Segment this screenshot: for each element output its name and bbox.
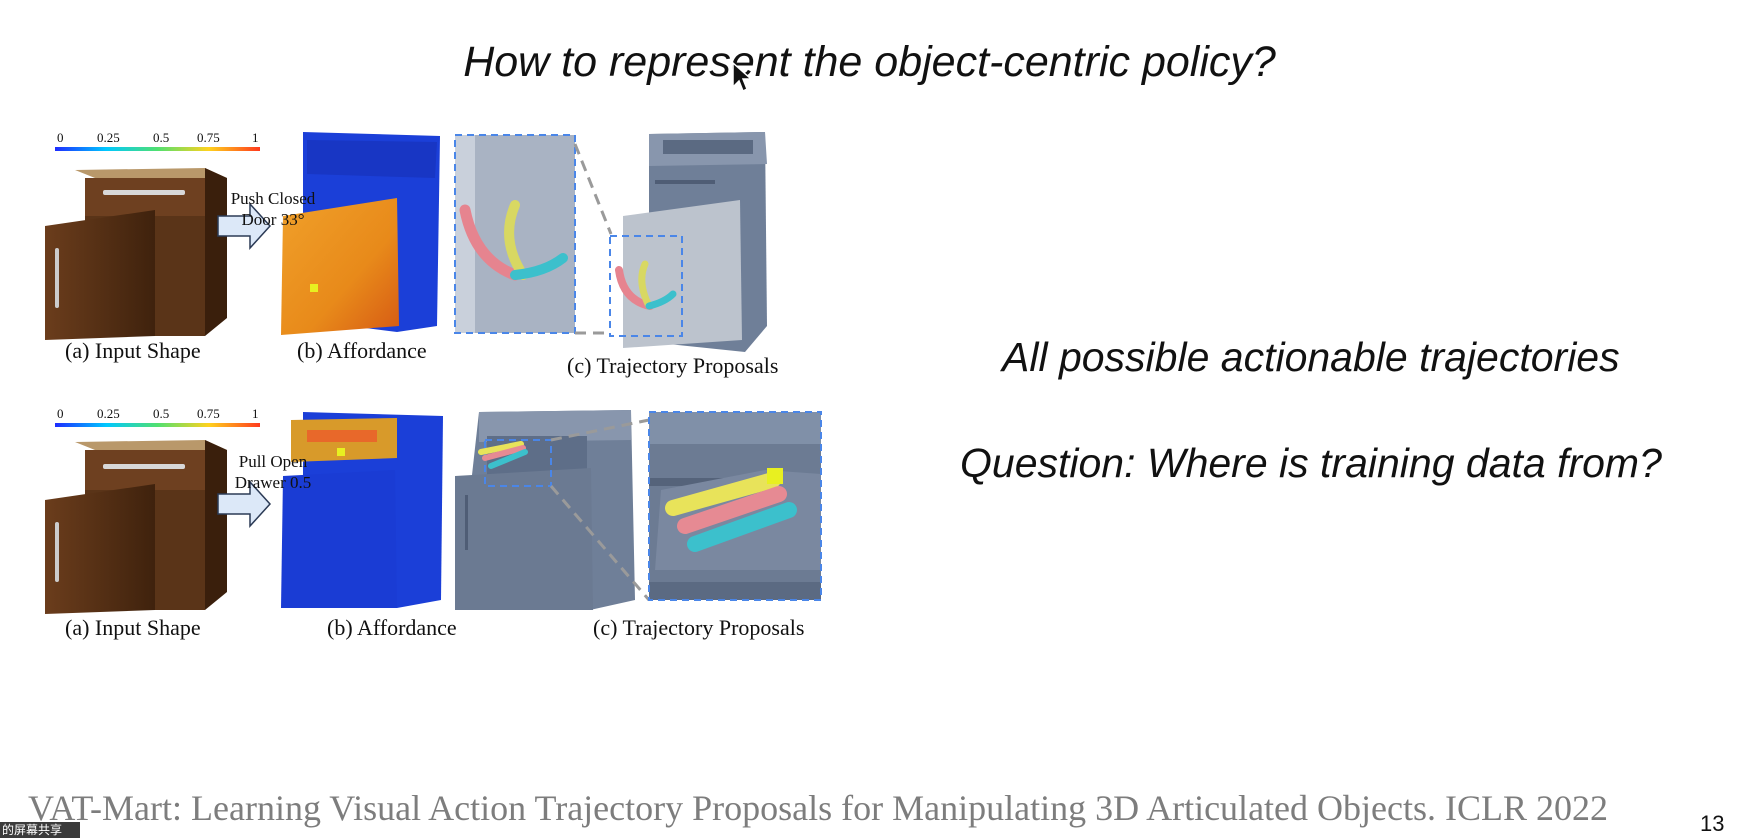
action-label-line: Pull Open	[238, 452, 308, 471]
colorbar-tick: 0	[57, 130, 64, 145]
arrow-right-icon	[217, 480, 272, 528]
colorbar	[55, 147, 260, 151]
colorbar-tick: 0.25	[97, 130, 120, 145]
figure-illustration	[45, 132, 822, 614]
trajectory-closeup-drawer	[648, 411, 822, 601]
arrow-right-icon	[217, 202, 272, 250]
affordance-map-door	[281, 132, 440, 335]
colorbar-tick: 1	[252, 130, 259, 145]
action-label-push-door: Push Closed Door 33°	[225, 188, 321, 230]
colorbar-tick: 0.5	[153, 406, 170, 421]
colorbar-tick: 0.5	[153, 130, 170, 145]
mouse-pointer-icon	[732, 61, 753, 93]
caption-input-shape: (a) Input Shape	[65, 615, 201, 640]
page-number: 13	[1700, 811, 1725, 836]
trajectory-closeup-door	[454, 134, 576, 334]
slide-title: How to represent the object-centric poli…	[463, 38, 1276, 86]
colorbar-tick: 0	[57, 406, 64, 421]
colorbar-tick: 0.25	[97, 406, 120, 421]
side-text-question: Question: Where is training data from?	[960, 440, 1662, 486]
caption-trajectory-proposals: (c) Trajectory Proposals	[593, 615, 805, 640]
trajectory-cabinet-door	[609, 132, 767, 352]
input-shape-cabinet	[45, 168, 227, 340]
action-label-line: Push Closed	[230, 189, 316, 208]
screen-share-badge: 的屏幕共享	[0, 822, 80, 838]
vat-mart-figure: 0 0.25 0.5 0.75 1 0 0.25 0.5 0.75 1 Push…	[45, 130, 925, 720]
citation-footer: VAT-Mart: Learning Visual Action Traject…	[28, 788, 1608, 828]
side-text-trajectories: All possible actionable trajectories	[1002, 334, 1620, 380]
action-label-line: Drawer 0.5	[234, 473, 312, 492]
caption-affordance: (b) Affordance	[327, 615, 457, 640]
trajectory-cabinet-drawer	[455, 410, 635, 610]
colorbar	[55, 423, 260, 427]
caption-trajectory-proposals: (c) Trajectory Proposals	[567, 353, 779, 378]
caption-affordance: (b) Affordance	[297, 338, 427, 363]
colorbar-tick: 1	[252, 406, 259, 421]
caption-input-shape: (a) Input Shape	[65, 338, 201, 363]
action-label-pull-drawer: Pull Open Drawer 0.5	[225, 451, 321, 493]
action-label-line: Door 33°	[241, 210, 305, 229]
colorbar-tick: 0.75	[197, 130, 220, 145]
colorbar-tick: 0.75	[197, 406, 220, 421]
affordance-map-drawer	[281, 412, 443, 608]
input-shape-cabinet	[45, 440, 227, 614]
